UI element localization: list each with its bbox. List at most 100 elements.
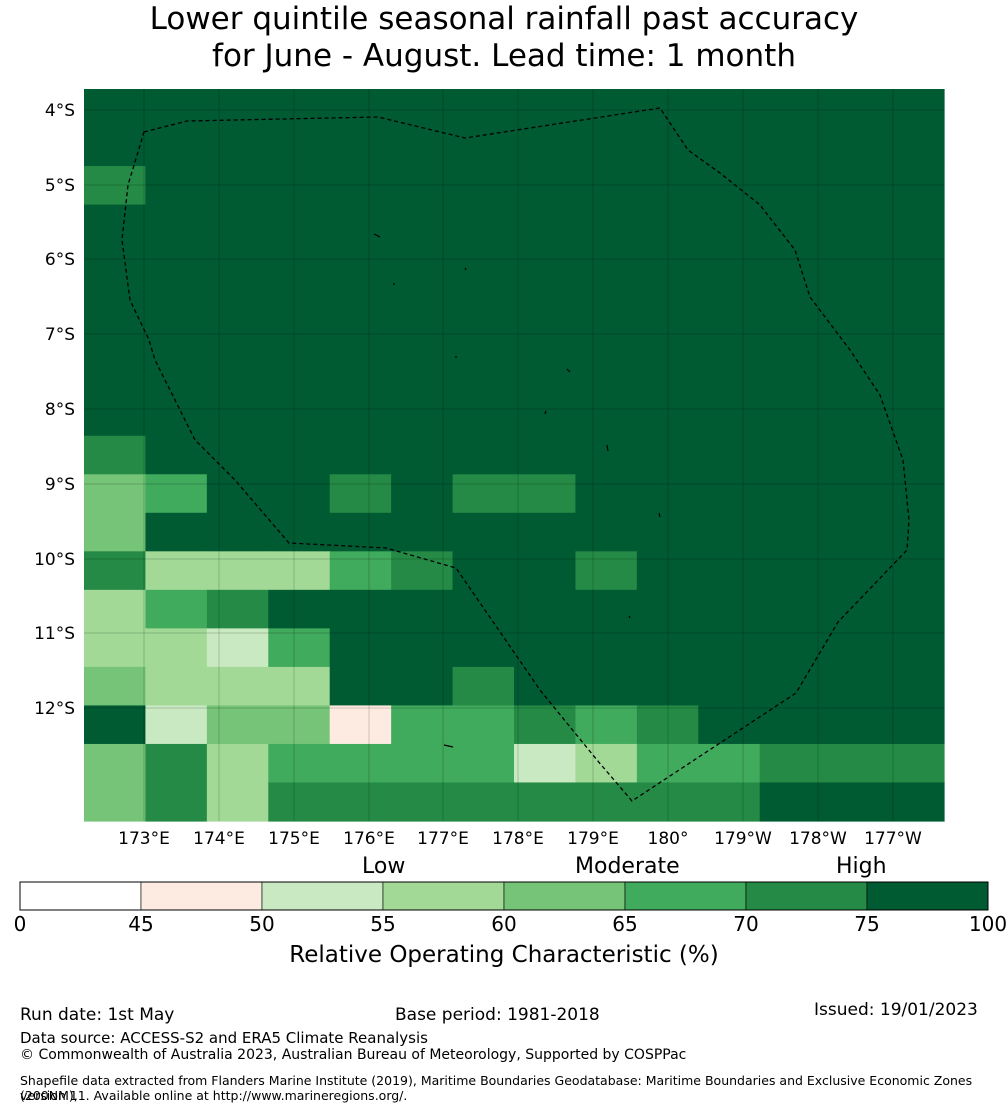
grid-cell (391, 666, 454, 707)
grid-cell (452, 743, 515, 784)
grid-cell (514, 397, 577, 437)
colorbar-segment (745, 881, 868, 911)
grid-cell (145, 243, 208, 283)
grid-cell (882, 705, 945, 745)
grid-cell (882, 281, 945, 321)
shapefile-credit-line-2: version 11. Available online at http://w… (20, 1088, 408, 1103)
grid-cell (452, 358, 515, 398)
grid-cell (882, 743, 945, 784)
grid-cell (84, 743, 147, 784)
graticule (84, 89, 944, 821)
grid-cell (452, 705, 515, 745)
grid-cell (575, 281, 638, 321)
grid-cell (391, 204, 454, 244)
grid-cell (206, 512, 269, 552)
grid-cell (452, 628, 515, 668)
grid-cell (882, 666, 945, 707)
longitude-labels: 173°E 174°E 175°E 176°E 177°E 178°E 179°E 180° 1… (118, 829, 922, 849)
grid-cell (84, 358, 147, 398)
grid-cell (391, 89, 454, 129)
grid-cell (821, 166, 884, 206)
grid-cell (821, 243, 884, 283)
grid-cell (391, 358, 454, 398)
grid-cell (268, 127, 331, 167)
longitude-label: 174°E (193, 829, 245, 849)
grid-cell (575, 358, 638, 398)
grid-cell (882, 127, 945, 167)
grid-cell (821, 435, 884, 475)
grid-cell (821, 666, 884, 707)
data-source: Data source: ACCESS-S2 and ERA5 Climate … (20, 1029, 428, 1047)
island-shape (606, 444, 609, 452)
grid-cell (206, 705, 269, 745)
grid-cell (698, 705, 761, 745)
latitude-label: 7°S (45, 325, 75, 345)
grid-cell (84, 89, 147, 129)
map-title-line-1: Lower quintile seasonal rainfall past ac… (149, 1, 859, 37)
grid-cell (206, 551, 269, 591)
grid-cell (636, 589, 699, 629)
grid-cell (759, 435, 822, 475)
grid-cell (882, 551, 945, 591)
grid-cell (821, 397, 884, 437)
copyright-notice: © Commonwealth of Australia 2023, Austra… (20, 1047, 687, 1063)
grid-cell (759, 551, 822, 591)
grid-cell (882, 320, 945, 360)
grid-cell (206, 320, 269, 360)
grid-cell (514, 435, 577, 475)
grid-cell (145, 551, 208, 591)
longitude-label: 180° (648, 829, 689, 849)
base-period: Base period: 1981-2018 (395, 1005, 600, 1025)
colorbar-title: Relative Operating Characteristic (%) (289, 942, 719, 968)
grid-cell (145, 166, 208, 206)
grid-cell (698, 127, 761, 167)
grid-cell (268, 166, 331, 206)
grid-cell (575, 166, 638, 206)
grid-cell (329, 320, 392, 360)
grid-cell (84, 243, 147, 283)
grid-cell (329, 628, 392, 668)
island-shape (443, 744, 454, 748)
grid-cell (698, 474, 761, 514)
grid-cell (452, 666, 515, 707)
colorbar-tick-label: 75 (854, 912, 880, 936)
grid-cell (329, 666, 392, 707)
longitude-label: 175°E (268, 829, 320, 849)
island-shape (628, 615, 631, 619)
grid-cell (391, 127, 454, 167)
grid-cell (145, 89, 208, 129)
grid-cell (329, 243, 392, 283)
grid-cell (821, 589, 884, 629)
grid-cell (759, 166, 822, 206)
grid-cell (575, 743, 638, 784)
grid-cell (391, 166, 454, 206)
grid-cell (84, 589, 147, 629)
grid-cell (268, 397, 331, 437)
longitude-label: 178°E (492, 829, 544, 849)
grid-cell (759, 358, 822, 398)
grid-cell (514, 243, 577, 283)
grid-cell (268, 782, 331, 822)
latitude-label: 6°S (45, 250, 75, 270)
grid-cell (698, 435, 761, 475)
grid-cell (821, 628, 884, 668)
grid-cell (514, 512, 577, 552)
grid-cell (636, 204, 699, 244)
grid-cell (84, 320, 147, 360)
grid-cell (698, 166, 761, 206)
grid-cell (759, 320, 822, 360)
grid-cell (268, 474, 331, 514)
grid-cell (636, 320, 699, 360)
island-shape (373, 233, 381, 238)
grid-cell (206, 127, 269, 167)
longitude-label: 179°E (567, 829, 619, 849)
grid-cell (636, 705, 699, 745)
grid-cell (84, 204, 147, 244)
grid-cell (821, 358, 884, 398)
grid-cell (84, 512, 147, 552)
grid-cell (636, 551, 699, 591)
latitude-label: 9°S (45, 475, 75, 495)
grid-cell (759, 89, 822, 129)
grid-cell (391, 512, 454, 552)
grid-cell (636, 512, 699, 552)
